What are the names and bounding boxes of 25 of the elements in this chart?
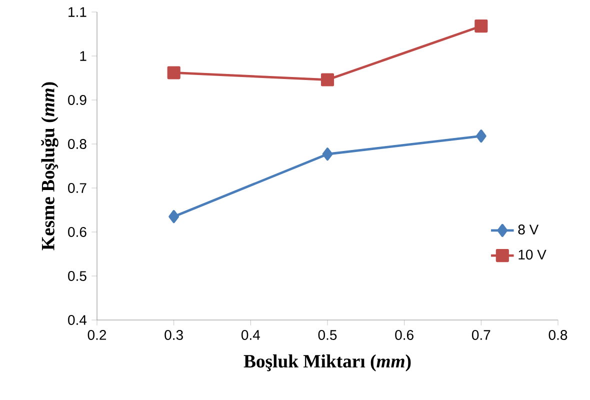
y-tick-label: 0.7 (68, 183, 86, 193)
legend-label: 10 V (518, 250, 546, 260)
legend-label: 8 V (518, 224, 539, 234)
y-tick-label: 0.5 (68, 271, 86, 281)
point (168, 210, 180, 224)
point (476, 130, 486, 143)
x-tick-label: 0.7 (472, 330, 490, 340)
x-tick-label: 0.4 (241, 330, 260, 340)
x-tick-label: 0.5 (318, 330, 337, 340)
point (320, 73, 334, 86)
y-tick-label: 1 (80, 51, 86, 61)
y-tick-label: 0.4 (68, 315, 87, 325)
x-tick-label: 0.3 (164, 330, 183, 340)
x-tick-label: 0.8 (548, 330, 568, 340)
point (322, 148, 333, 161)
point (474, 20, 488, 33)
y-tick-label: 0.6 (68, 227, 86, 237)
x-axis-title: Boşluk Miktarı (mm) (244, 354, 411, 372)
x-tick-label: 0.6 (395, 330, 414, 340)
x-tick-label: 0.2 (88, 330, 106, 340)
y-tick-label: 0.8 (68, 139, 86, 149)
y-tick-label: 1.1 (68, 7, 86, 17)
y-axis-title: Kesme Boşluğu (mm) (41, 82, 58, 250)
y-tick-label: 0.9 (68, 95, 86, 105)
point (167, 66, 180, 80)
